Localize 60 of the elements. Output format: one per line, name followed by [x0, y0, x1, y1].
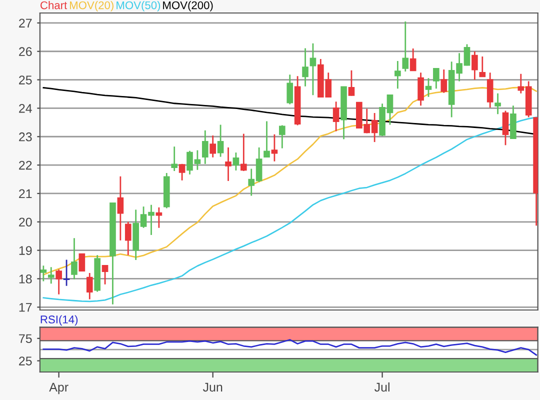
- candlestick: [310, 42, 316, 96]
- candlestick: [486, 72, 494, 108]
- candlestick: [394, 60, 401, 90]
- x-tick-label: Jul: [374, 382, 390, 392]
- candlestick: [502, 110, 509, 146]
- candlestick: [271, 134, 278, 162]
- candlestick: [279, 124, 286, 149]
- candlestick: [156, 206, 162, 229]
- candlestick: [286, 74, 294, 105]
- candlestick: [71, 237, 78, 280]
- candlestick: [63, 259, 70, 287]
- candlestick: [348, 70, 355, 96]
- candlestick: [302, 48, 308, 88]
- candlestick: [56, 268, 62, 296]
- candlestick: [202, 130, 208, 165]
- y-tick-label: 25: [19, 356, 32, 366]
- candlestick: [48, 266, 54, 284]
- candlestick: [472, 50, 478, 80]
- text: Chart: [40, 1, 68, 10]
- candlestick: [210, 134, 216, 158]
- candlestick: [86, 272, 93, 300]
- candlestick: [433, 68, 440, 90]
- candlestick: [494, 92, 501, 115]
- candlestick: [225, 146, 232, 182]
- candlestick: [332, 100, 340, 132]
- candlestick: [232, 152, 240, 172]
- candlestick: [410, 48, 416, 72]
- y-tick-label: 27: [19, 18, 32, 28]
- candlestick: [117, 176, 124, 242]
- x-tick-label: Jun: [202, 382, 222, 392]
- candlestick: [402, 20, 409, 72]
- candlestick: [178, 163, 186, 182]
- text: RSI(14): [40, 315, 78, 326]
- text: MOV(50): [116, 1, 160, 12]
- candlestick: [418, 72, 424, 106]
- y-tick-label: 75: [19, 334, 32, 344]
- candlestick: [124, 221, 132, 256]
- candlestick: [479, 56, 486, 78]
- y-tick-label: 26: [19, 47, 32, 56]
- line-series: [42, 339, 537, 356]
- candlestick: [217, 124, 224, 158]
- candlestick: [78, 253, 86, 272]
- y-tick-label: 19: [19, 246, 32, 255]
- candlestick: [240, 133, 247, 172]
- y-tick-label: 21: [19, 189, 32, 198]
- y-tick-label: 24: [19, 104, 32, 113]
- candlestick: [102, 264, 108, 286]
- y-tick-label: 17: [19, 303, 32, 312]
- candlestick: [425, 77, 432, 98]
- text: MOV(200): [163, 1, 213, 12]
- candlestick: [264, 120, 270, 158]
- y-tick-label: 25: [19, 76, 32, 84]
- candlestick: [440, 68, 448, 94]
- candlestick: [171, 146, 178, 172]
- x-tick-label: Apr: [49, 382, 68, 394]
- y-tick-label: 18: [19, 274, 32, 284]
- y-tick-label: 22: [19, 160, 32, 170]
- y-tick-label: 20: [19, 218, 32, 227]
- text: MOV(20): [70, 1, 114, 12]
- y-tick-label: 23: [19, 132, 32, 142]
